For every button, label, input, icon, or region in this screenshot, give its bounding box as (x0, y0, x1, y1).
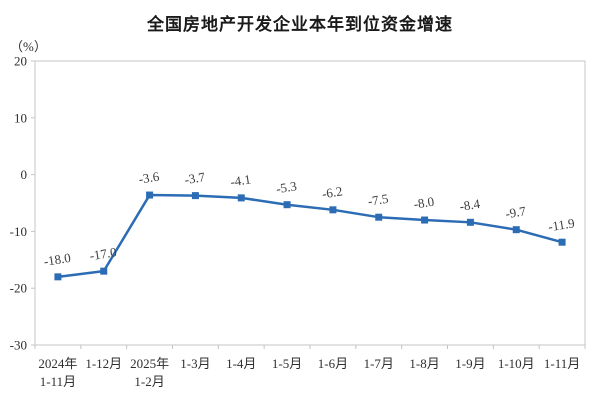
data-point-label: -5.3 (275, 178, 298, 196)
x-tick-label: 1-8月 (409, 356, 439, 371)
y-axis-unit-label: （%） (10, 39, 47, 54)
x-tick-label: 2025年 1-2月 (130, 356, 169, 389)
data-point-label: -18.0 (43, 250, 72, 269)
data-point-label: -4.1 (229, 171, 252, 189)
x-tick-label: 2024年 1-11月 (38, 356, 77, 389)
plot-area-border (34, 60, 586, 346)
data-point-marker (237, 194, 245, 202)
data-point-label: -3.7 (183, 169, 206, 187)
y-tick-label: -10 (10, 224, 27, 239)
x-tick-label: 1-11月 (544, 356, 580, 371)
data-point-marker (466, 218, 474, 226)
x-tick-label: 1-12月 (85, 356, 122, 371)
data-point-label: -3.6 (138, 169, 161, 187)
x-tick-label: 1-9月 (455, 356, 485, 371)
data-point-marker (421, 216, 429, 224)
x-tick-label: 1-7月 (364, 356, 394, 371)
y-tick-label: -30 (10, 338, 27, 353)
data-point-label: -11.9 (547, 215, 576, 234)
x-tick-label: 1-5月 (272, 356, 302, 371)
x-tick-label: 1-4月 (226, 356, 256, 371)
data-point-marker (375, 213, 383, 221)
x-tick-label: 1-3月 (180, 356, 210, 371)
data-point-marker (329, 206, 337, 214)
series-line (57, 193, 563, 279)
data-point-label: -7.5 (367, 191, 390, 209)
data-point-label: -9.7 (504, 203, 527, 221)
data-point-marker (146, 191, 154, 199)
data-point-marker (191, 192, 199, 200)
data-point-marker (283, 201, 291, 209)
data-point-label: -17.0 (88, 244, 117, 263)
data-point-marker (100, 267, 108, 275)
y-tick-label: 0 (21, 167, 28, 182)
chart-title: 全国房地产开发企业本年到位资金增速 (147, 15, 453, 34)
y-tick-label: 20 (14, 54, 27, 69)
data-point-label: -8.4 (458, 196, 481, 214)
x-tick-label: 1-6月 (318, 356, 348, 371)
data-point-marker (54, 273, 62, 281)
y-tick-label: -20 (10, 281, 27, 296)
data-point-label: -8.0 (413, 194, 436, 212)
x-tick-label: 1-10月 (498, 356, 535, 371)
data-point-marker (512, 226, 520, 234)
y-tick-label: 10 (14, 110, 27, 125)
data-point-marker (558, 238, 566, 246)
data-point-label: -6.2 (321, 183, 344, 201)
